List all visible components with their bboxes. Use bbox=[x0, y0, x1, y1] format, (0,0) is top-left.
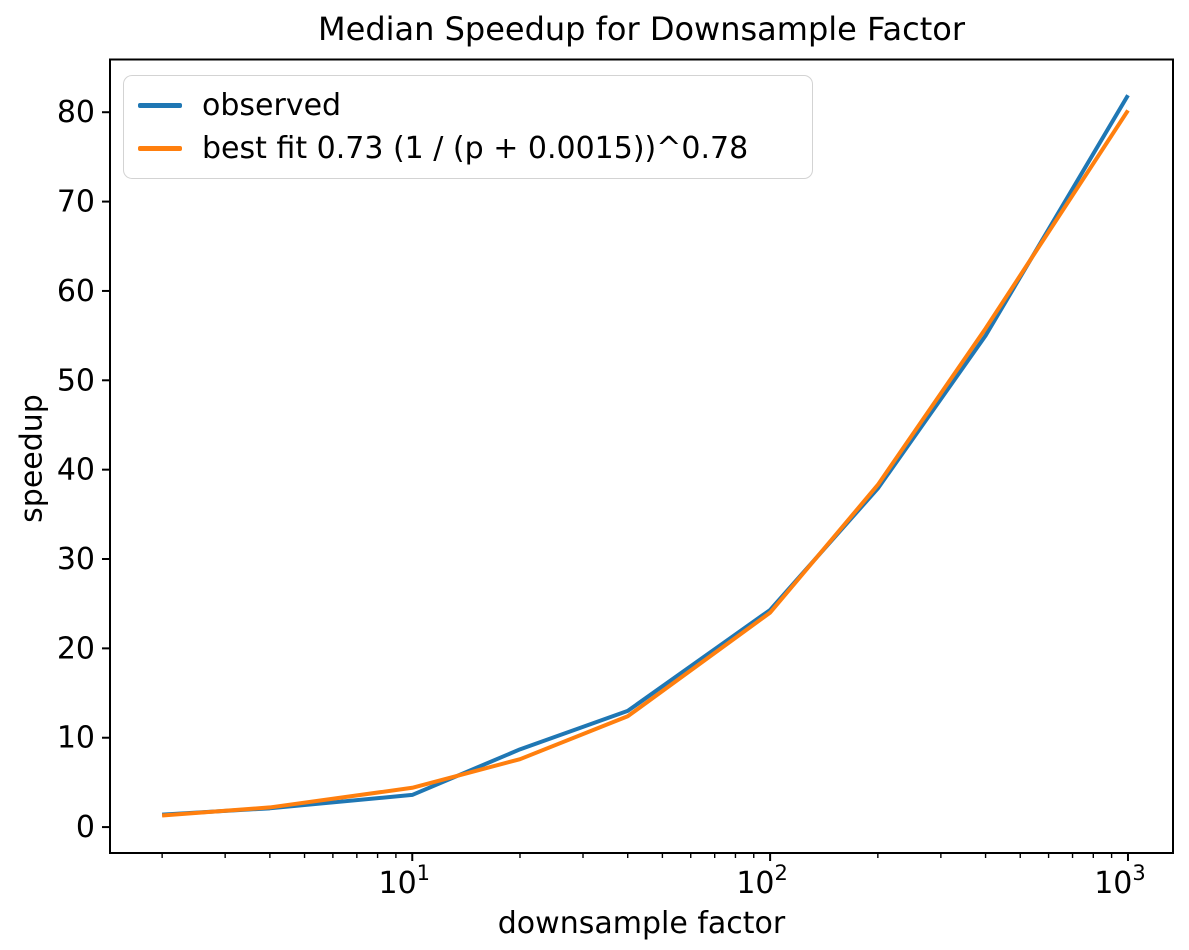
x-tick-label: 102 bbox=[736, 861, 788, 901]
legend: observed best fit 0.73 (1 / (p + 0.0015)… bbox=[123, 75, 813, 179]
y-tick-label: 50 bbox=[57, 363, 95, 398]
y-tick-label: 10 bbox=[57, 721, 95, 756]
y-tick-label: 60 bbox=[57, 274, 95, 309]
legend-label-best-fit: best fit 0.73 (1 / (p + 0.0015))^0.78 bbox=[202, 131, 749, 166]
series-line-observed bbox=[162, 94, 1130, 817]
chart-title: Median Speedup for Downsample Factor bbox=[318, 10, 965, 48]
x-tick-label: 103 bbox=[1094, 861, 1146, 901]
y-tick-label: 20 bbox=[57, 631, 95, 666]
y-tick-label: 0 bbox=[76, 810, 95, 845]
y-tick-label: 30 bbox=[57, 542, 95, 577]
legend-item-observed: observed bbox=[138, 84, 798, 127]
legend-label-observed: observed bbox=[202, 88, 342, 123]
x-tick-label: 101 bbox=[378, 861, 430, 901]
series-line-best-fit bbox=[161, 109, 1130, 818]
legend-line-sample-observed bbox=[138, 103, 182, 108]
y-tick-label: 40 bbox=[57, 453, 95, 488]
y-tick-label: 70 bbox=[57, 185, 95, 220]
y-tick-label: 80 bbox=[57, 95, 95, 130]
x-axis-label: downsample factor bbox=[497, 906, 786, 941]
legend-line-sample-best-fit bbox=[138, 146, 182, 151]
axes-spines bbox=[109, 58, 1174, 854]
y-axis-label: speedup bbox=[14, 394, 50, 523]
legend-item-best-fit: best fit 0.73 (1 / (p + 0.0015))^0.78 bbox=[138, 127, 798, 170]
